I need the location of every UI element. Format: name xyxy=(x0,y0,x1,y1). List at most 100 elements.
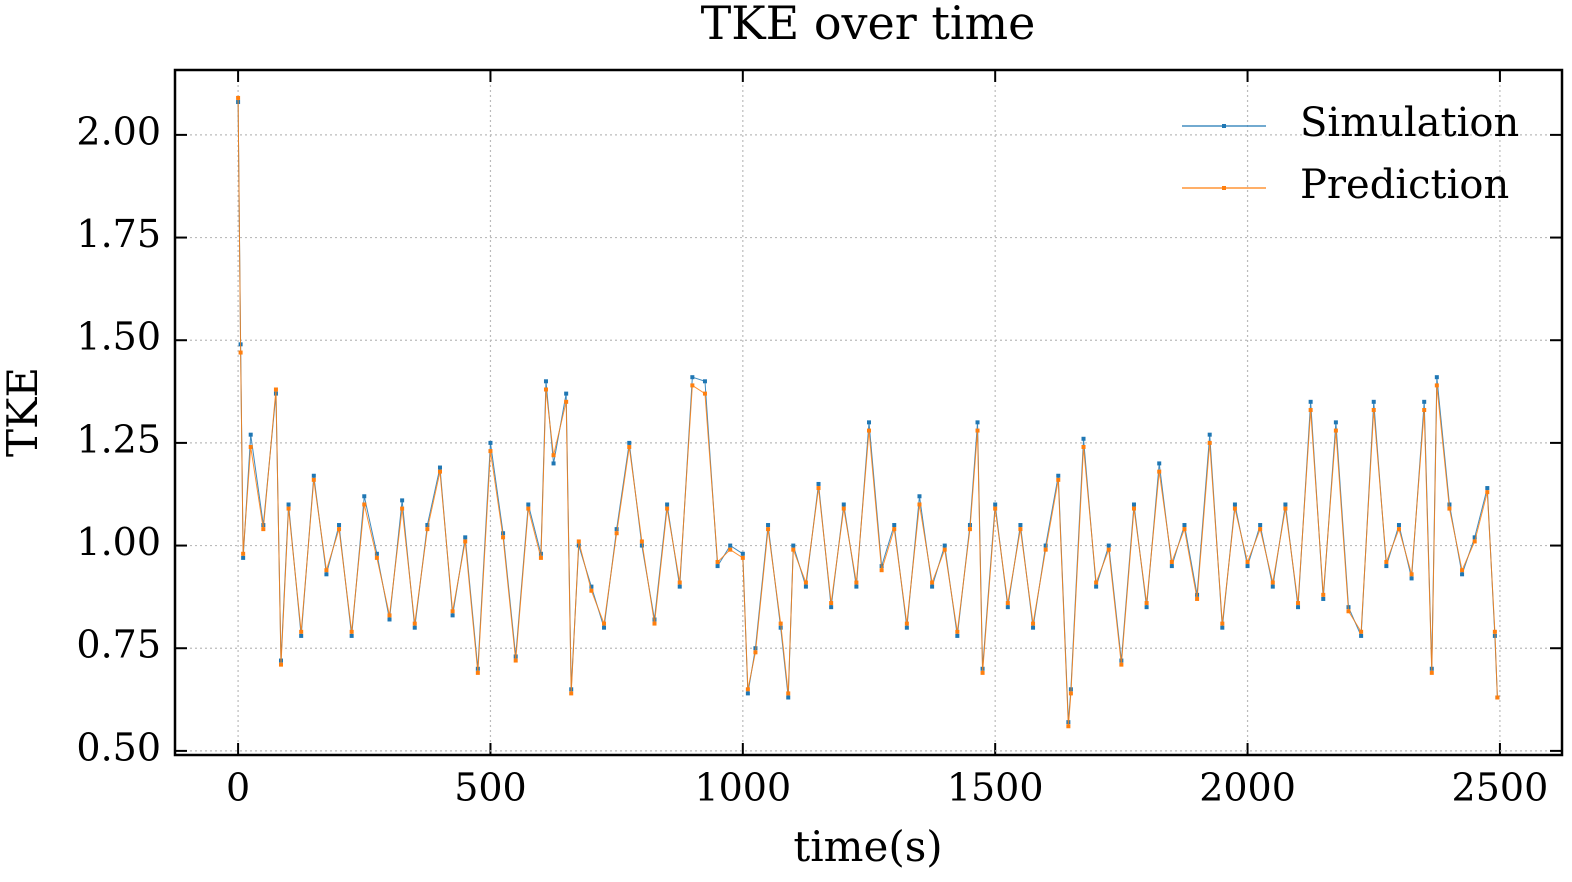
point-marker xyxy=(463,539,468,544)
point-marker xyxy=(425,527,430,532)
point-marker xyxy=(702,391,707,396)
point-marker xyxy=(993,506,998,511)
point-marker xyxy=(1283,506,1288,511)
point-marker xyxy=(740,555,745,560)
point-marker xyxy=(841,502,846,507)
y-axis-label: TKE xyxy=(0,367,47,457)
point-marker xyxy=(745,691,750,696)
x-tick-label: 2000 xyxy=(1199,766,1296,810)
point-marker xyxy=(241,555,246,560)
point-marker xyxy=(1018,523,1023,528)
point-marker xyxy=(728,543,733,548)
point-marker xyxy=(236,95,241,100)
point-marker xyxy=(1371,408,1376,413)
y-tick-label: 2.00 xyxy=(76,109,161,153)
point-marker xyxy=(551,453,556,458)
x-tick-label: 0 xyxy=(226,766,250,810)
point-marker xyxy=(766,527,771,532)
point-marker xyxy=(1270,584,1275,589)
point-marker xyxy=(241,551,246,556)
point-marker xyxy=(955,633,960,638)
point-marker xyxy=(665,502,670,507)
point-marker xyxy=(551,461,556,466)
point-marker xyxy=(543,379,548,384)
point-marker xyxy=(690,375,695,380)
point-marker xyxy=(1068,691,1073,696)
point-marker xyxy=(1258,527,1263,532)
point-marker xyxy=(387,617,392,622)
legend-label: Simulation xyxy=(1300,100,1519,146)
point-marker xyxy=(1207,440,1212,445)
point-marker xyxy=(349,629,354,634)
point-marker xyxy=(867,428,872,433)
legend-swatch-marker xyxy=(1222,124,1226,128)
point-marker xyxy=(614,531,619,536)
point-marker xyxy=(740,551,745,556)
y-tick-label: 1.50 xyxy=(76,315,161,359)
point-marker xyxy=(1169,564,1174,569)
point-marker xyxy=(942,547,947,552)
point-marker xyxy=(576,539,581,544)
point-marker xyxy=(917,502,922,507)
point-marker xyxy=(1359,633,1364,638)
point-marker xyxy=(766,523,771,528)
point-marker xyxy=(1492,629,1497,634)
x-tick-label: 1000 xyxy=(694,766,791,810)
point-marker xyxy=(665,506,670,511)
point-marker xyxy=(1131,506,1136,511)
point-marker xyxy=(786,691,791,696)
point-marker xyxy=(1308,408,1313,413)
point-marker xyxy=(248,444,253,449)
point-marker xyxy=(337,527,342,532)
point-marker xyxy=(917,494,922,499)
point-marker xyxy=(1283,502,1288,507)
point-marker xyxy=(1258,523,1263,528)
point-marker xyxy=(753,650,758,655)
point-marker xyxy=(677,584,682,589)
point-marker xyxy=(1333,428,1338,433)
point-marker xyxy=(1472,539,1477,544)
point-marker xyxy=(1485,486,1490,491)
point-marker xyxy=(349,633,354,638)
point-marker xyxy=(1409,572,1414,577)
point-marker xyxy=(854,584,859,589)
point-marker xyxy=(1207,432,1212,437)
point-marker xyxy=(1157,469,1162,474)
point-marker xyxy=(791,543,796,548)
point-marker xyxy=(1321,596,1326,601)
point-marker xyxy=(589,588,594,593)
y-tick-label: 1.00 xyxy=(76,520,161,564)
point-marker xyxy=(879,568,884,573)
point-marker xyxy=(387,613,392,618)
point-marker xyxy=(1434,383,1439,388)
point-marker xyxy=(564,399,569,404)
point-marker xyxy=(677,580,682,585)
point-marker xyxy=(627,440,632,445)
point-marker xyxy=(362,502,367,507)
point-marker xyxy=(993,502,998,507)
point-marker xyxy=(1018,527,1023,532)
y-tick-label: 1.75 xyxy=(76,212,161,256)
point-marker xyxy=(1409,576,1414,581)
point-marker xyxy=(786,695,791,700)
point-marker xyxy=(400,498,405,503)
point-marker xyxy=(602,621,607,626)
point-marker xyxy=(374,551,379,556)
point-marker xyxy=(715,564,720,569)
point-marker xyxy=(1144,605,1149,610)
point-marker xyxy=(1005,601,1010,606)
point-marker xyxy=(1031,621,1036,626)
point-marker xyxy=(501,535,506,540)
point-marker xyxy=(1485,490,1490,495)
point-marker xyxy=(791,547,796,552)
point-marker xyxy=(1460,568,1465,573)
point-marker xyxy=(1396,523,1401,528)
point-marker xyxy=(1346,609,1351,614)
point-marker xyxy=(930,584,935,589)
point-marker xyxy=(1066,724,1071,729)
point-marker xyxy=(980,670,985,675)
point-marker xyxy=(299,629,304,634)
point-marker xyxy=(589,584,594,589)
point-marker xyxy=(930,580,935,585)
